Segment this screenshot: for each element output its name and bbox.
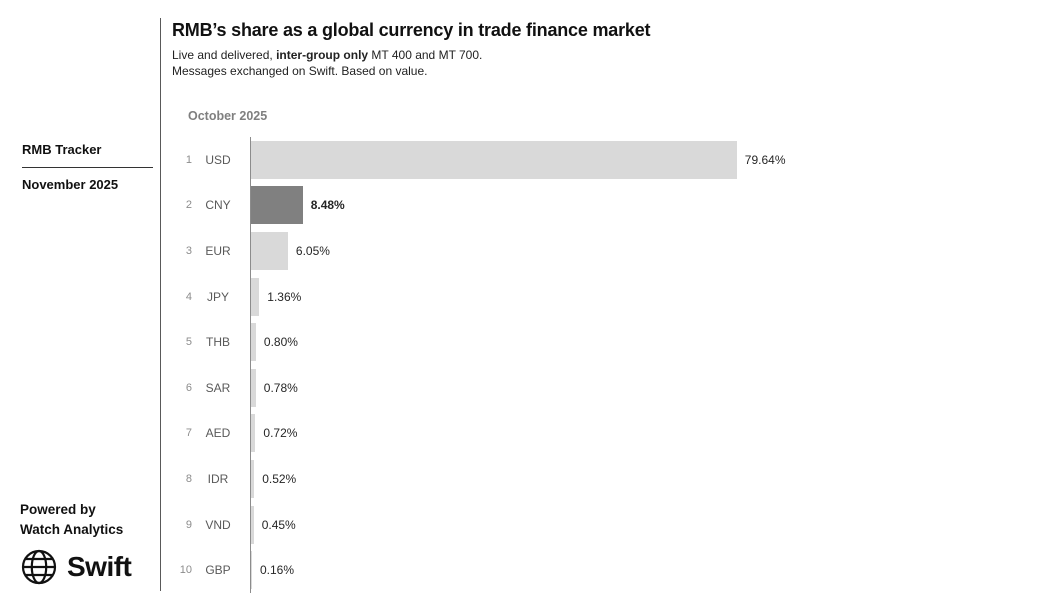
currency-label: AED — [205, 426, 231, 441]
chart-title: RMB’s share as a global currency in trad… — [172, 20, 651, 40]
bar-cny — [251, 186, 303, 225]
currency-label: CNY — [205, 198, 231, 213]
value-label: 0.78% — [263, 380, 298, 395]
subtitle-suffix: MT 400 and MT 700. — [368, 48, 483, 62]
subtitle-prefix: Live and delivered, — [172, 48, 277, 62]
bar-sar — [251, 368, 256, 407]
value-label: 8.48% — [310, 198, 345, 213]
swift-logo: Swift — [20, 548, 132, 586]
rank-label: 8 — [185, 472, 192, 485]
rank-label: 4 — [185, 290, 192, 303]
rank-label: 6 — [185, 381, 192, 394]
currency-label: VND — [205, 517, 231, 532]
bar-usd — [251, 140, 737, 179]
rank-label: 7 — [185, 427, 192, 440]
chart-row: 6 SAR 0.78% — [172, 364, 786, 411]
powered-by-line2: Watch Analytics — [20, 522, 124, 537]
vertical-divider — [160, 18, 161, 591]
rank-label: 3 — [185, 244, 192, 257]
tracker-title: RMB Tracker — [22, 142, 153, 168]
value-label: 0.80% — [263, 335, 298, 350]
bar-area: 6.05% — [250, 228, 330, 274]
bar-gbp — [251, 551, 252, 590]
chart-row: 5 THB 0.80% — [172, 319, 786, 365]
currency-label: THB — [206, 335, 230, 350]
bar-area: 0.45% — [250, 501, 296, 548]
header: RMB’s share as a global currency in trad… — [172, 20, 872, 79]
globe-icon — [20, 548, 58, 586]
rank-label: 5 — [185, 336, 192, 349]
tracker-date: November 2025 — [22, 177, 119, 192]
bar-area: 8.48% — [250, 182, 345, 229]
chart-row: 9 VND 0.45% — [172, 501, 786, 548]
chart-subtitle: Live and delivered, inter-group only MT … — [172, 47, 872, 79]
chart-row: 8 IDR 0.52% — [172, 456, 786, 502]
rank-label: 2 — [185, 199, 192, 212]
bar-area: 0.78% — [250, 364, 298, 411]
value-label: 0.72% — [263, 426, 298, 441]
bar-area: 0.80% — [250, 319, 298, 365]
chart-row: 2 CNY 8.48% — [172, 182, 786, 229]
subtitle-line2: Messages exchanged on Swift. Based on va… — [172, 64, 428, 78]
chart-row: 7 AED 0.72% — [172, 410, 786, 457]
currency-label: GBP — [205, 563, 231, 578]
bar-area: 0.52% — [250, 456, 296, 502]
bar-area: 0.72% — [250, 410, 298, 457]
chart-row: 3 EUR 6.05% — [172, 228, 786, 274]
chart-row: 1 USD 79.64% — [172, 137, 786, 183]
chart-row: 4 JPY 1.36% — [172, 273, 786, 320]
swift-wordmark: Swift — [67, 551, 132, 582]
powered-by: Powered by Watch Analytics — [20, 500, 123, 540]
value-label: 0.16% — [260, 563, 295, 578]
chart-rows: 1 USD 79.64% 2 CNY 8.48% 3 EUR 6.05% 4 JPY 1.36% 5 TH… — [172, 137, 786, 593]
currency-label: JPY — [206, 289, 229, 304]
value-label: 0.52% — [262, 471, 297, 486]
currency-label: USD — [205, 152, 231, 167]
value-label: 79.64% — [744, 152, 786, 167]
bar-vnd — [251, 505, 254, 544]
bar-idr — [251, 459, 255, 498]
value-label: 6.05% — [295, 243, 330, 258]
tracker-block: RMB Tracker November 2025 — [22, 142, 153, 192]
chart-row: 10 GBP 0.16% — [172, 547, 786, 593]
period-label: October 2025 — [188, 109, 268, 123]
rank-label: 9 — [185, 518, 192, 531]
currency-label: SAR — [205, 380, 231, 395]
value-label: 1.36% — [267, 289, 302, 304]
bar-eur — [251, 231, 288, 270]
bar-chart: 1 USD 79.64% 2 CNY 8.48% 3 EUR 6.05% 4 JPY 1.36% 5 TH… — [172, 137, 786, 593]
bar-thb — [251, 323, 256, 362]
currency-label: IDR — [207, 471, 229, 486]
powered-by-line1: Powered by — [20, 502, 96, 517]
bar-jpy — [251, 277, 260, 316]
bar-area: 1.36% — [250, 273, 302, 320]
value-label: 0.45% — [261, 517, 296, 532]
bar-aed — [251, 414, 256, 453]
bar-area: 0.16% — [250, 547, 294, 593]
currency-label: EUR — [205, 243, 231, 258]
rank-label: 10 — [179, 564, 192, 577]
bar-area: 79.64% — [250, 137, 786, 183]
rank-label: 1 — [185, 153, 192, 166]
subtitle-bold: inter-group only — [276, 48, 369, 62]
